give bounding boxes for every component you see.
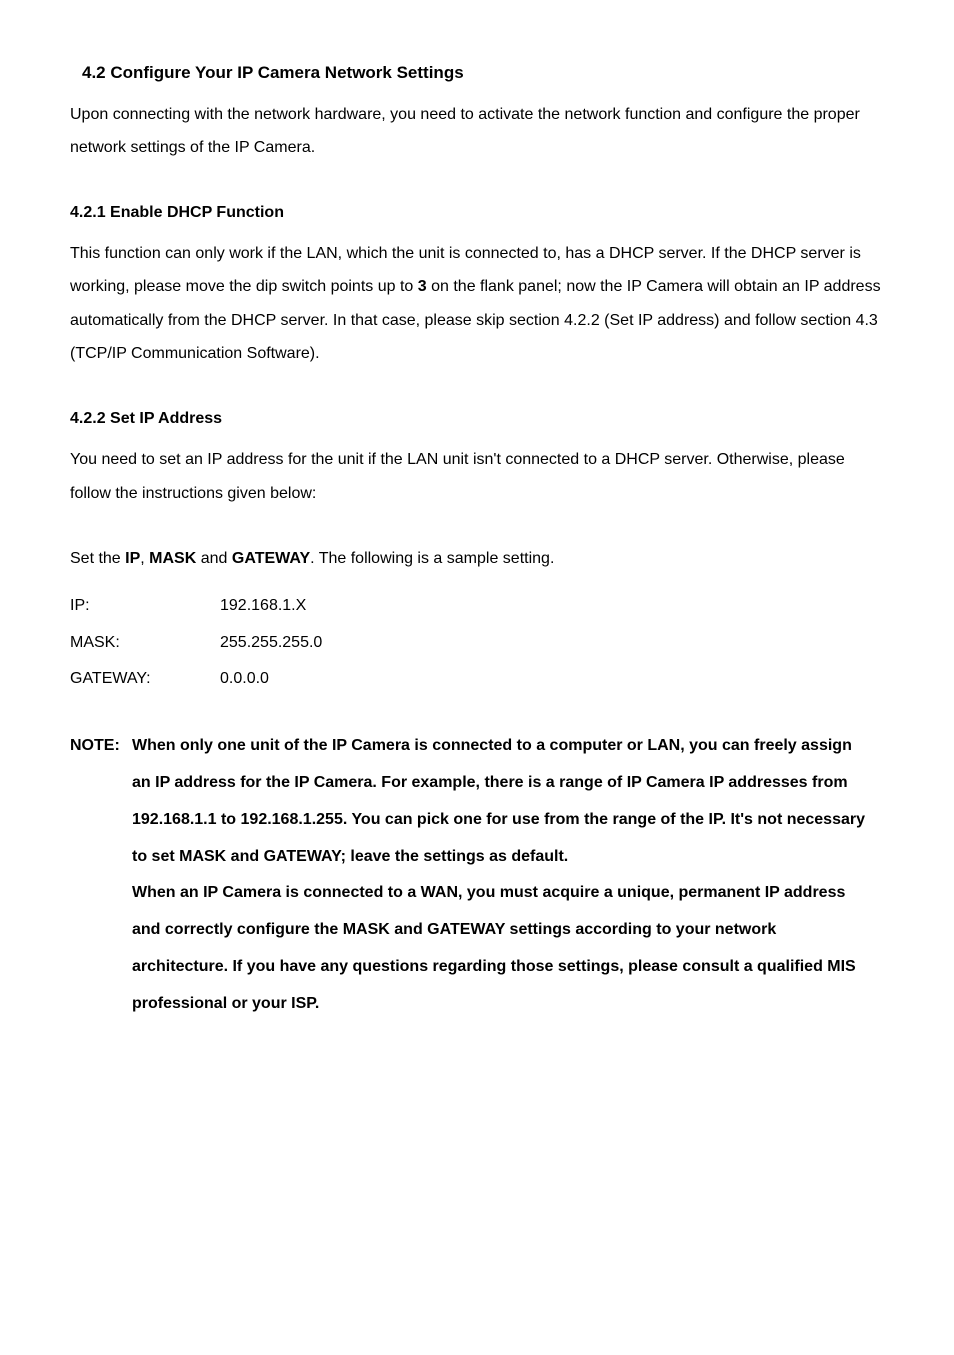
- subsection-title-dhcp: 4.2.1 Enable DHCP Function: [70, 201, 884, 225]
- sample-label-gw: GATEWAY:: [70, 661, 220, 698]
- section-title: 4.2 Configure Your IP Camera Network Set…: [70, 60, 884, 86]
- note-body-p2: When an IP Camera is connected to a WAN,…: [132, 875, 872, 1022]
- setline-b: . The following is a sample setting.: [310, 550, 554, 567]
- subsection-body-dhcp: This function can only work if the LAN, …: [70, 237, 884, 371]
- note-prefix: NOTE:: [70, 728, 132, 765]
- section-intro: Upon connecting with the network hardwar…: [70, 98, 884, 165]
- setline-mask: MASK: [149, 550, 196, 567]
- setline-and: and: [196, 550, 232, 567]
- note-body-p1: When only one unit of the IP Camera is c…: [132, 728, 872, 875]
- setline-ip: IP: [125, 550, 140, 567]
- sample-value-mask: 255.255.255.0: [220, 625, 322, 662]
- sample-value-gw: 0.0.0.0: [220, 661, 269, 698]
- dhcp-body-bold: 3: [418, 278, 427, 295]
- sample-label-ip: IP:: [70, 588, 220, 625]
- sample-value-ip: 192.168.1.X: [220, 588, 306, 625]
- setline-comma: ,: [140, 550, 149, 567]
- sample-row-gw: GATEWAY: 0.0.0.0: [70, 661, 884, 698]
- note-block: NOTE:When only one unit of the IP Camera…: [70, 728, 884, 875]
- set-line: Set the IP, MASK and GATEWAY. The follow…: [70, 542, 884, 576]
- setline-a: Set the: [70, 550, 125, 567]
- subsection-body-setip: You need to set an IP address for the un…: [70, 443, 884, 510]
- sample-row-mask: MASK: 255.255.255.0: [70, 625, 884, 662]
- sample-label-mask: MASK:: [70, 625, 220, 662]
- subsection-title-setip: 4.2.2 Set IP Address: [70, 407, 884, 431]
- setline-gw: GATEWAY: [232, 550, 310, 567]
- sample-row-ip: IP: 192.168.1.X: [70, 588, 884, 625]
